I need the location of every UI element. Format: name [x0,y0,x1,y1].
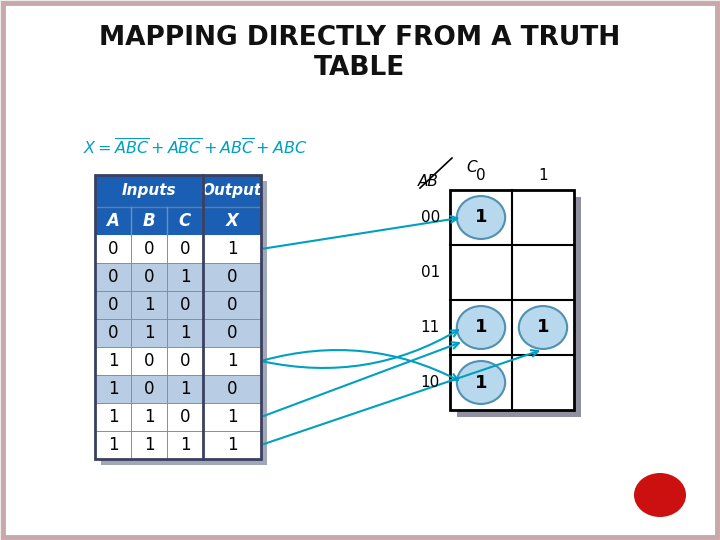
Text: AB: AB [418,174,438,190]
Text: 1: 1 [108,380,118,398]
FancyBboxPatch shape [101,181,267,465]
Text: C: C [179,212,191,230]
Text: 0: 0 [180,240,190,258]
Text: 0: 0 [227,380,238,398]
FancyBboxPatch shape [95,375,261,403]
Text: 1: 1 [227,240,238,258]
Text: Inputs: Inputs [122,184,176,199]
Ellipse shape [519,306,567,349]
FancyBboxPatch shape [3,3,717,537]
Text: 1: 1 [180,436,190,454]
Text: 1: 1 [180,268,190,286]
FancyBboxPatch shape [95,403,261,431]
Ellipse shape [634,473,686,517]
FancyBboxPatch shape [95,235,261,263]
FancyBboxPatch shape [450,190,574,410]
Ellipse shape [456,196,505,239]
Text: 1: 1 [108,436,118,454]
Text: 0: 0 [227,324,238,342]
Text: 00: 00 [420,210,440,225]
Text: 1: 1 [536,319,549,336]
Text: 1: 1 [227,436,238,454]
Text: 1: 1 [180,380,190,398]
Text: 11: 11 [420,320,440,335]
Text: 1: 1 [144,436,154,454]
FancyBboxPatch shape [457,197,581,417]
Text: $\mathit{X = \overline{A}\overline{B}\overline{C} + A\overline{B}\overline{C} + : $\mathit{X = \overline{A}\overline{B}\ov… [83,138,307,158]
Text: 0: 0 [144,240,154,258]
Text: 0: 0 [227,296,238,314]
Text: MAPPING DIRECTLY FROM A TRUTH: MAPPING DIRECTLY FROM A TRUTH [99,25,621,51]
Text: 0: 0 [180,352,190,370]
Text: 1: 1 [227,408,238,426]
Text: 0: 0 [144,268,154,286]
Text: 0: 0 [476,168,486,184]
Text: 1: 1 [474,374,487,391]
Text: B: B [143,212,156,230]
Text: 1: 1 [474,208,487,226]
Text: 01: 01 [420,265,440,280]
Text: 0: 0 [227,268,238,286]
Ellipse shape [456,306,505,349]
Text: Output: Output [202,184,262,199]
FancyBboxPatch shape [95,291,261,319]
Text: 0: 0 [108,296,118,314]
Text: 0: 0 [108,240,118,258]
FancyBboxPatch shape [95,207,261,235]
Text: 1: 1 [180,324,190,342]
Text: 10: 10 [420,375,440,390]
Text: 1: 1 [144,324,154,342]
Text: 0: 0 [180,296,190,314]
Text: 1: 1 [538,168,548,184]
Text: TABLE: TABLE [315,55,405,81]
Text: 1: 1 [144,408,154,426]
FancyBboxPatch shape [95,175,261,207]
Text: C: C [467,160,477,176]
Text: 0: 0 [144,380,154,398]
Text: 0: 0 [144,352,154,370]
Text: A: A [107,212,120,230]
Text: 1: 1 [108,408,118,426]
FancyBboxPatch shape [95,319,261,347]
Text: 1: 1 [227,352,238,370]
Text: 0: 0 [108,324,118,342]
FancyBboxPatch shape [95,347,261,375]
FancyBboxPatch shape [95,431,261,459]
Text: 1: 1 [108,352,118,370]
Text: X: X [225,212,238,230]
Text: 0: 0 [180,408,190,426]
Ellipse shape [456,361,505,404]
FancyBboxPatch shape [95,263,261,291]
Text: 0: 0 [108,268,118,286]
Text: 1: 1 [474,319,487,336]
Text: 1: 1 [144,296,154,314]
